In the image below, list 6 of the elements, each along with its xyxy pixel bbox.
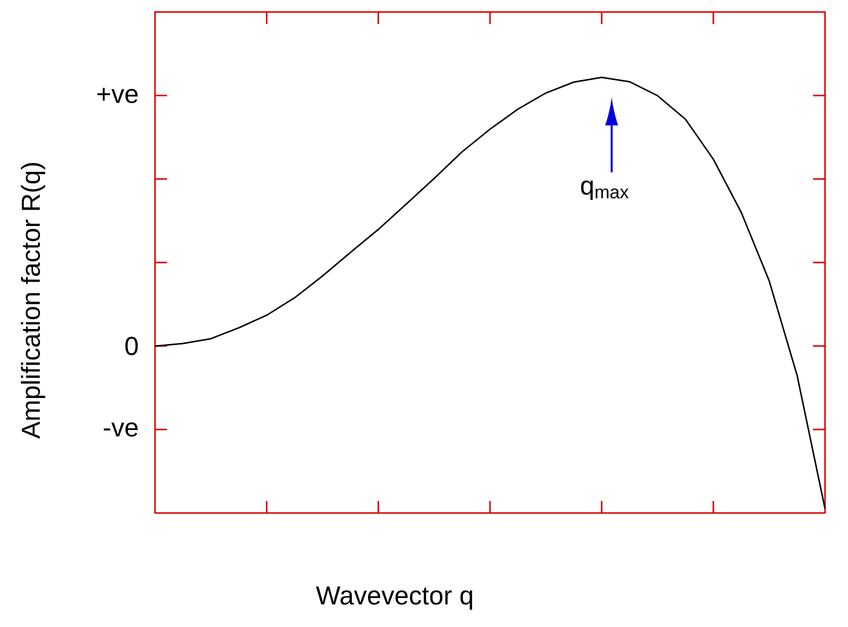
x-axis-title: Wavevector q — [316, 586, 472, 610]
text: 0 — [125, 336, 138, 356]
text: +ve — [97, 88, 138, 104]
y-axis-title: Amplification factor R(q) — [20, 163, 46, 439]
annotation: q$_{max}$ — [581, 180, 629, 200]
text: -ve — [104, 422, 138, 437]
